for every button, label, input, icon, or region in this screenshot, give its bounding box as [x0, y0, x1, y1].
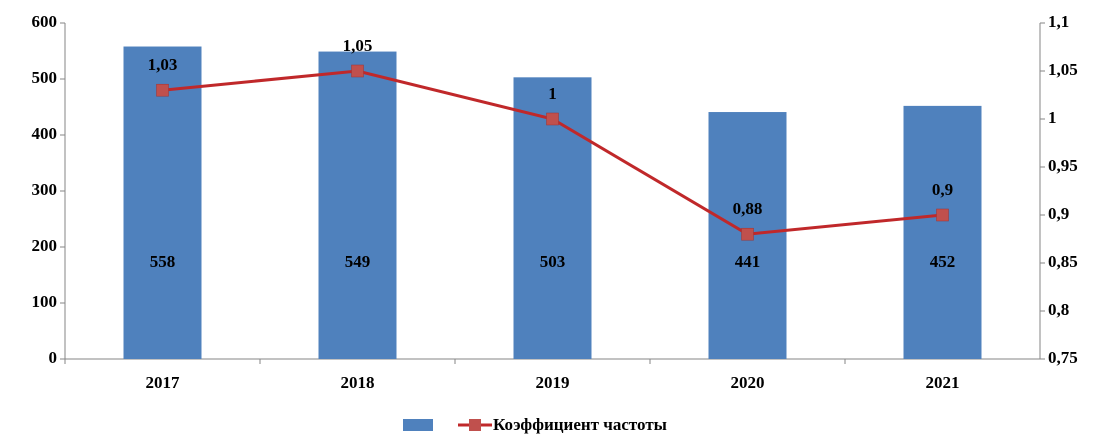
line-value-label: 1,05: [343, 36, 373, 55]
y-tick-label: 300: [32, 180, 58, 199]
y2-tick-label: 0,8: [1048, 300, 1069, 319]
line-marker: [741, 227, 754, 241]
line-value-label: 0,9: [932, 180, 953, 199]
y2-tick-label: 1,1: [1048, 12, 1069, 31]
legend-marker: [469, 419, 481, 431]
x-tick-label: 2019: [536, 373, 570, 392]
line-marker: [351, 64, 364, 78]
bar-value-label: 503: [540, 252, 566, 271]
y2-tick-label: 0,95: [1048, 156, 1078, 175]
y2-tick-label: 0,9: [1048, 204, 1069, 223]
y2-tick-label: 0,75: [1048, 348, 1078, 367]
bar-value-label: 558: [150, 252, 176, 271]
y-tick-label: 500: [32, 68, 58, 87]
legend-label: Коэффициент частоты: [493, 415, 667, 434]
x-tick-label: 2020: [731, 373, 765, 392]
y-tick-label: 600: [32, 12, 58, 31]
y-tick-label: 100: [32, 292, 58, 311]
bar: [123, 46, 202, 360]
y2-tick-label: 1,05: [1048, 60, 1078, 79]
bar-value-label: 452: [930, 252, 956, 271]
line-marker: [936, 208, 949, 222]
x-tick-label: 2018: [341, 373, 375, 392]
y2-tick-label: 1: [1048, 108, 1057, 127]
bar: [318, 51, 397, 360]
line-marker: [546, 112, 559, 126]
y-tick-label: 0: [49, 348, 58, 367]
line-value-label: 1,03: [148, 55, 178, 74]
line-value-label: 0,88: [733, 199, 763, 218]
bar-value-label: 549: [345, 252, 371, 271]
x-tick-label: 2017: [146, 373, 181, 392]
y-tick-label: 200: [32, 236, 58, 255]
bar-value-label: 441: [735, 252, 761, 271]
y2-tick-label: 0,85: [1048, 252, 1078, 271]
y-tick-label: 400: [32, 124, 58, 143]
bar: [903, 105, 982, 359]
legend-swatch: [403, 419, 433, 431]
line-marker: [156, 83, 169, 97]
line-value-label: 1: [548, 84, 557, 103]
x-tick-label: 2021: [926, 373, 960, 392]
